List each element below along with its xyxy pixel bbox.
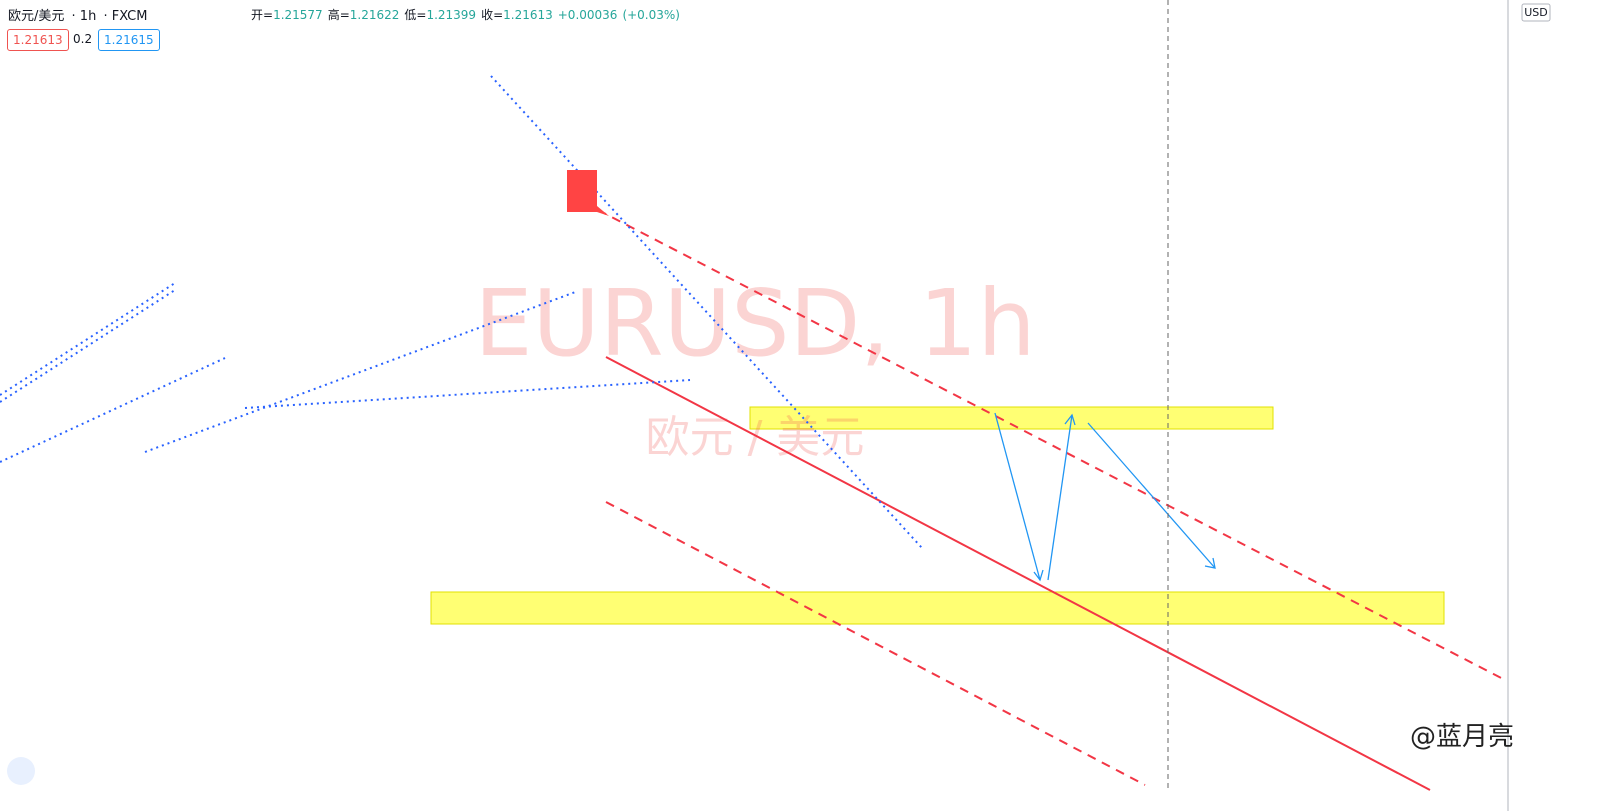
- zone: [749, 406, 1274, 430]
- marker: [567, 170, 609, 216]
- buy-badge[interactable]: 1.21615: [98, 29, 160, 51]
- price-axis: [1508, 0, 1614, 811]
- currency-box: [1521, 3, 1551, 22]
- dotted-line: [490, 75, 923, 549]
- signature: @蓝月亮: [1410, 722, 1514, 752]
- change: +0.00036: [557, 8, 618, 22]
- ohlc-prefix: 低=: [404, 8, 427, 22]
- dotted-line: [0, 289, 176, 403]
- watermark: EURUSD, 1h: [474, 270, 1035, 377]
- ohlc-legend: 开=1.21577 高=1.21622 低=1.21399 收=1.21613 +0.0…: [251, 6, 685, 23]
- ohlc-high: 1.21622: [349, 8, 400, 22]
- symbol-header: 欧元/美元 · 1h · FXCM: [8, 9, 148, 24]
- arrow: [1087, 422, 1216, 569]
- ohlc-close: 1.21613: [503, 8, 553, 22]
- arrow: [994, 412, 1041, 581]
- dotted-line: [244, 379, 691, 409]
- source: FXCM: [111, 9, 148, 24]
- arrow-head: [1033, 569, 1044, 582]
- currency: USD: [1524, 6, 1548, 19]
- ohlc-low: 1.21399: [426, 8, 477, 22]
- channel-line: [597, 209, 1506, 681]
- arrow-head: [1064, 413, 1076, 426]
- arrow-head: [1204, 557, 1216, 569]
- dotted-line: [144, 290, 579, 453]
- ohlc-prefix: 开=: [251, 8, 274, 22]
- sell-badge[interactable]: 1.21613: [7, 29, 69, 51]
- change-percent: (+0.03%): [622, 8, 680, 22]
- zone: [430, 591, 1445, 625]
- trend-line: [605, 356, 1431, 791]
- logo[interactable]: [7, 757, 35, 785]
- ohlc-prefix: 高=: [327, 8, 350, 22]
- ohlc-prefix: 收=: [481, 8, 504, 22]
- channel-line: [605, 501, 1146, 786]
- interval: 1h: [79, 9, 97, 24]
- dotted-line: [0, 282, 176, 396]
- dotted-line: [0, 357, 226, 463]
- drawings: [430, 406, 1445, 625]
- spread: 0.2: [73, 32, 93, 46]
- ohlc-open: 1.21577: [273, 8, 323, 22]
- drawings: [0, 0, 1506, 791]
- symbol: 欧元/美元: [8, 9, 65, 24]
- arrow: [1047, 414, 1073, 581]
- watermark-sub: 欧元 / 美元: [646, 412, 865, 463]
